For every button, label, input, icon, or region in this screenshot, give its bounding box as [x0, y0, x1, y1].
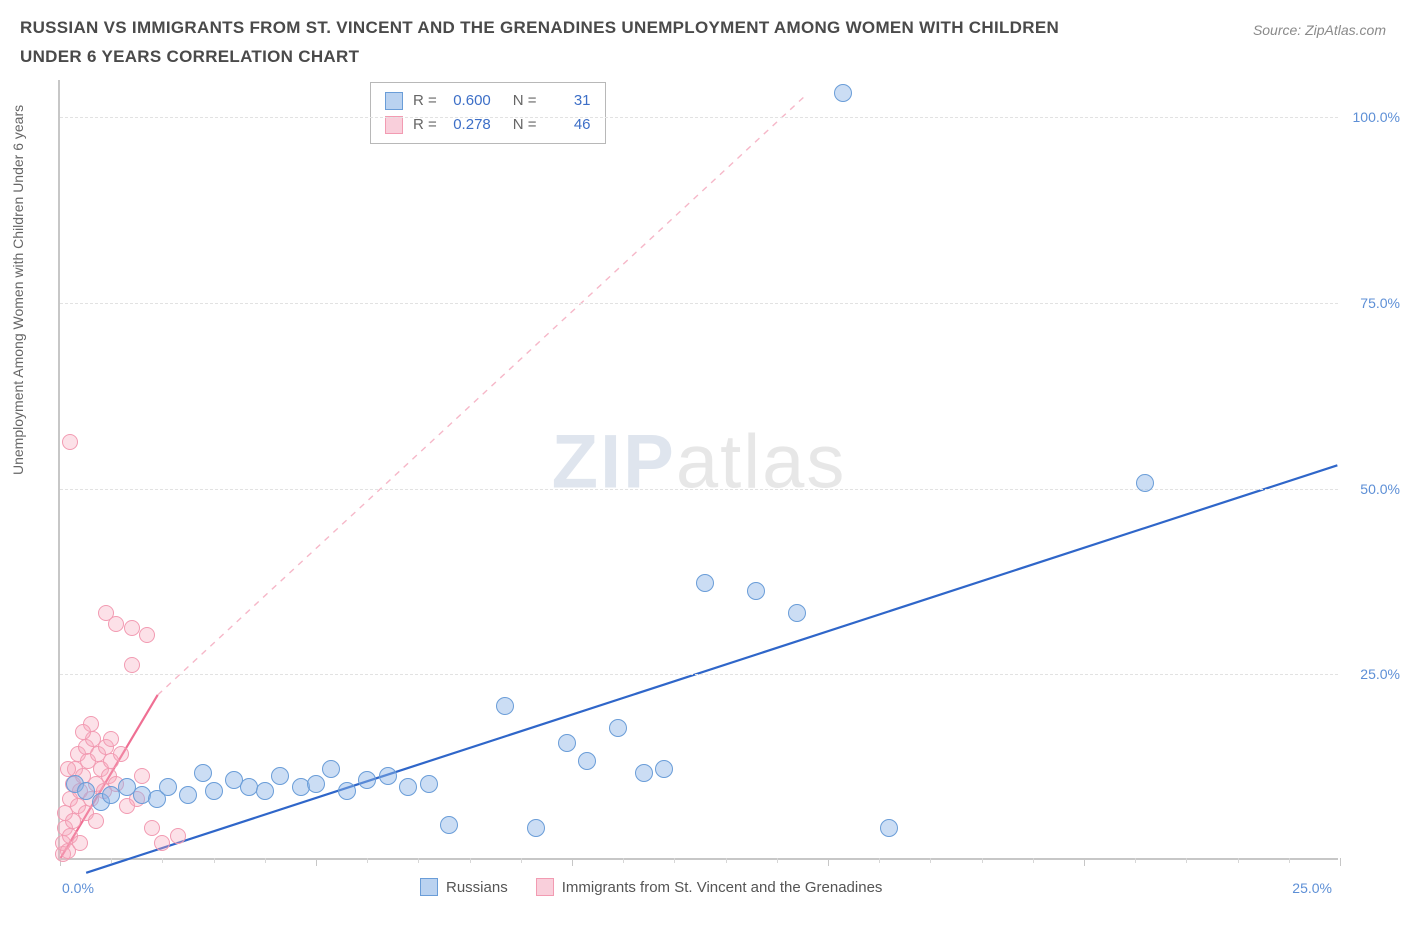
data-point — [144, 820, 160, 836]
x-tick-minor — [1135, 858, 1136, 863]
y-tick-label: 75.0% — [1360, 295, 1400, 311]
x-tick-minor — [879, 858, 880, 863]
data-point — [134, 768, 150, 784]
x-tick-minor — [1238, 858, 1239, 863]
data-point — [271, 767, 289, 785]
x-tick-major — [828, 858, 829, 866]
data-point — [420, 775, 438, 793]
x-tick-minor — [623, 858, 624, 863]
legend-swatch — [385, 116, 403, 134]
x-tick-major — [1084, 858, 1085, 866]
data-point — [322, 760, 340, 778]
x-tick-minor — [418, 858, 419, 863]
correlation-stats-box: R =0.600N =31R =0.278N =46 — [370, 82, 606, 144]
n-label: N = — [513, 89, 537, 113]
x-tick-minor — [726, 858, 727, 863]
legend: Russians Immigrants from St. Vincent and … — [420, 878, 882, 896]
x-tick-minor — [1033, 858, 1034, 863]
data-point — [338, 782, 356, 800]
data-point — [139, 627, 155, 643]
data-point — [154, 835, 170, 851]
x-tick-minor — [674, 858, 675, 863]
legend-label: Immigrants from St. Vincent and the Gren… — [562, 879, 883, 896]
x-tick-minor — [367, 858, 368, 863]
trend-lines — [60, 80, 1338, 858]
legend-swatch — [420, 878, 438, 896]
data-point — [696, 574, 714, 592]
data-point — [205, 782, 223, 800]
data-point — [62, 434, 78, 450]
x-tick-major — [316, 858, 317, 866]
data-point — [75, 724, 91, 740]
x-tick-minor — [214, 858, 215, 863]
data-point — [527, 819, 545, 837]
data-point — [609, 719, 627, 737]
x-tick-minor — [1186, 858, 1187, 863]
data-point — [655, 760, 673, 778]
data-point — [124, 657, 140, 673]
data-point — [103, 731, 119, 747]
r-value: 0.600 — [447, 89, 491, 113]
source-credit: Source: ZipAtlas.com — [1253, 22, 1386, 38]
data-point — [72, 835, 88, 851]
x-axis-min-label: 0.0% — [62, 880, 94, 896]
data-point — [307, 775, 325, 793]
data-point — [159, 778, 177, 796]
data-point — [108, 616, 124, 632]
chart-title: RUSSIAN VS IMMIGRANTS FROM ST. VINCENT A… — [20, 14, 1120, 72]
data-point — [170, 828, 186, 844]
data-point — [558, 734, 576, 752]
scatter-chart: ZIPatlas R =0.600N =31R =0.278N =46 Russ… — [58, 80, 1338, 860]
data-point — [88, 813, 104, 829]
x-tick-minor — [982, 858, 983, 863]
legend-item: Immigrants from St. Vincent and the Gren… — [536, 878, 883, 896]
y-tick-label: 100.0% — [1353, 109, 1400, 125]
x-tick-major — [572, 858, 573, 866]
x-tick-minor — [777, 858, 778, 863]
x-tick-minor — [1289, 858, 1290, 863]
data-point — [496, 697, 514, 715]
stats-row: R = 0.600 N = 31 — [385, 89, 591, 113]
y-axis-label: Unemployment Among Women with Children U… — [10, 105, 26, 475]
data-point — [880, 819, 898, 837]
y-tick-label: 50.0% — [1360, 481, 1400, 497]
gridline — [60, 674, 1338, 675]
data-point — [358, 771, 376, 789]
data-point — [256, 782, 274, 800]
data-point — [1136, 474, 1154, 492]
legend-swatch — [536, 878, 554, 896]
x-tick-minor — [470, 858, 471, 863]
data-point — [379, 767, 397, 785]
data-point — [119, 798, 135, 814]
data-point — [635, 764, 653, 782]
x-tick-minor — [521, 858, 522, 863]
x-tick-major — [1340, 858, 1341, 866]
legend-label: Russians — [446, 879, 508, 896]
legend-item: Russians — [420, 878, 508, 896]
data-point — [399, 778, 417, 796]
data-point — [179, 786, 197, 804]
y-tick-label: 25.0% — [1360, 666, 1400, 682]
gridline — [60, 117, 1338, 118]
data-point — [113, 746, 129, 762]
x-tick-minor — [162, 858, 163, 863]
data-point — [834, 84, 852, 102]
data-point — [440, 816, 458, 834]
legend-swatch — [385, 92, 403, 110]
x-tick-minor — [111, 858, 112, 863]
data-point — [124, 620, 140, 636]
data-point — [578, 752, 596, 770]
watermark: ZIPatlas — [552, 419, 847, 506]
x-tick-minor — [265, 858, 266, 863]
r-label: R = — [413, 89, 437, 113]
x-tick-minor — [930, 858, 931, 863]
data-point — [747, 582, 765, 600]
x-axis-max-label: 25.0% — [1292, 880, 1332, 896]
data-point — [788, 604, 806, 622]
n-value: 31 — [547, 89, 591, 113]
data-point — [194, 764, 212, 782]
gridline — [60, 303, 1338, 304]
